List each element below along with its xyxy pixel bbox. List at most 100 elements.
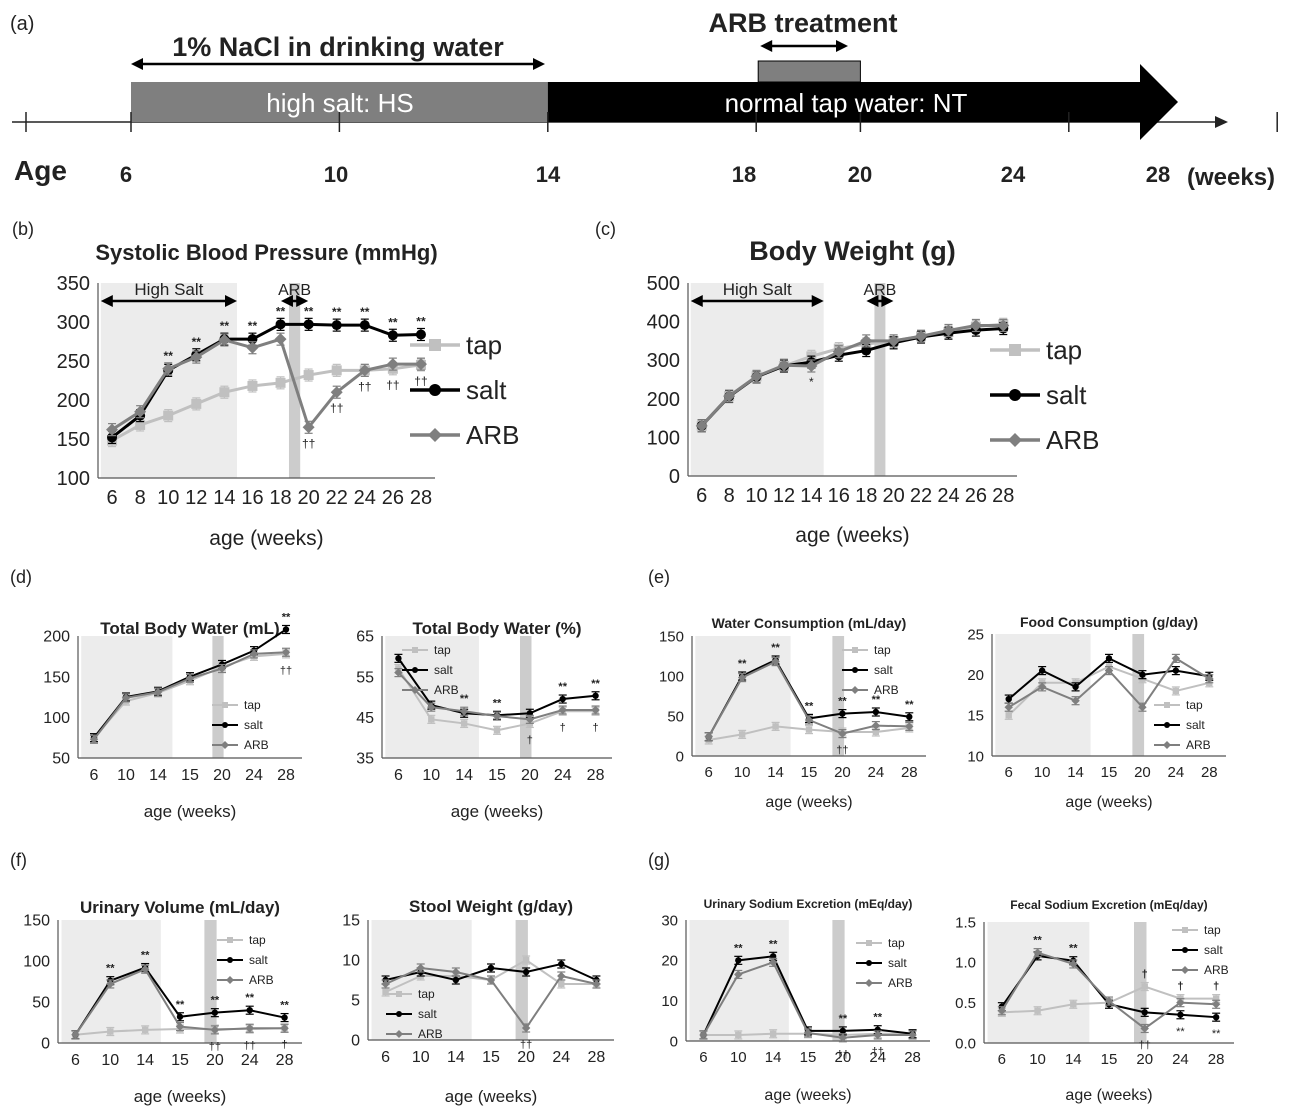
panel-label-a: (a)	[10, 13, 34, 35]
x-tick-label: 14	[1067, 764, 1084, 781]
data-point-arb	[246, 341, 259, 354]
data-point-arb	[1037, 682, 1047, 692]
data-point-arb	[217, 664, 227, 673]
data-point-arb	[695, 419, 708, 432]
data-point-arb	[330, 386, 343, 399]
legend-label-salt: salt	[434, 663, 453, 677]
x-tick-label: 20	[213, 767, 231, 784]
x-tick-label: 28	[1201, 764, 1218, 781]
y-tick-label: 500	[647, 273, 680, 295]
y-tick-label: 100	[23, 954, 50, 971]
data-point-salt	[839, 1027, 847, 1035]
data-point-arb	[1071, 696, 1080, 705]
x-tick-label: 14	[455, 767, 473, 784]
data-point-arb	[1004, 703, 1013, 712]
legend-label-salt: salt	[874, 663, 893, 677]
significance-mark: **	[872, 694, 881, 706]
legend-marker-salt	[866, 960, 872, 966]
chart-title: Food Consumption (g/day)	[1020, 614, 1198, 630]
significance-mark: †	[527, 734, 533, 746]
legend-label-tap: tap	[249, 933, 266, 947]
data-point-arb	[486, 975, 496, 985]
data-point-salt	[558, 960, 565, 968]
data-point-arb	[704, 732, 713, 741]
x-tick-label: 22	[910, 485, 932, 507]
significance-mark: **	[460, 693, 469, 705]
data-point-salt	[872, 708, 880, 716]
data-point-arb	[358, 364, 371, 377]
timeline-panel: (a) 1% NaCl in drinking water ARB treatm…	[10, 8, 1278, 191]
legend-label-ARB: ARB	[466, 420, 519, 450]
arb-period-arrow-left-head	[760, 40, 773, 52]
x-tick-label: 15	[181, 767, 199, 784]
data-point-salt	[275, 319, 286, 330]
x-tick-label: 20	[1136, 1051, 1153, 1068]
legend-marker-tap	[1164, 702, 1170, 708]
significance-mark: **	[360, 305, 370, 319]
legend-label-salt: salt	[244, 718, 263, 732]
data-point-arb	[699, 1030, 708, 1040]
significance-mark: **	[493, 697, 502, 709]
y-tick-label: 150	[23, 913, 50, 930]
data-point-arb	[274, 333, 287, 346]
x-axis-label: age (weeks)	[445, 1087, 538, 1106]
legend-marker-tap	[396, 991, 402, 997]
legend-marker-salt	[222, 722, 228, 728]
chart-e1: (e) Water Consumption (mL/day) 0 50 100 150 6 1…	[648, 567, 926, 811]
data-point-arb	[1033, 948, 1042, 957]
x-tick-label: 8	[724, 485, 735, 507]
data-point-tap	[1141, 983, 1148, 990]
significance-mark: *	[809, 375, 814, 389]
x-tick-label: 14	[136, 1052, 154, 1069]
significance-mark: **	[838, 696, 847, 708]
significance-mark: ††	[209, 1041, 221, 1053]
significance-mark: ††	[358, 379, 371, 393]
arb-note: ARB treatment	[708, 8, 897, 38]
data-point-tap	[522, 956, 530, 964]
x-tick-label: 16	[828, 485, 850, 507]
high-salt-shade	[100, 283, 238, 478]
legend-label-ARB: ARB	[434, 683, 459, 697]
legend-label-ARB: ARB	[418, 1027, 443, 1041]
y-tick-label: 20	[967, 667, 984, 684]
legend-marker-tap	[866, 940, 872, 946]
significance-mark: **	[1176, 1026, 1185, 1038]
legend-marker-arb	[411, 686, 419, 694]
data-point-tap	[738, 731, 746, 738]
x-tick-label: 15	[171, 1052, 189, 1069]
high-salt-arrow-right	[811, 295, 824, 307]
y-tick-label: 150	[43, 669, 70, 686]
data-point-arb	[915, 330, 928, 343]
data-point-arb	[804, 715, 814, 725]
data-point-arb	[134, 405, 147, 418]
data-point-arb	[942, 324, 955, 337]
data-point-arb	[1140, 1024, 1149, 1033]
legend-label-salt: salt	[249, 953, 268, 967]
band-label-high-salt: High Salt	[134, 280, 203, 299]
data-point-tap	[769, 1030, 777, 1037]
data-point-arb	[521, 1023, 531, 1033]
timeline-tick-label: 14	[536, 162, 561, 187]
legend-label-tap: tap	[466, 330, 502, 360]
y-tick-label: 200	[647, 389, 680, 411]
chart-c: (c) Body Weight (g) High Salt ARB 0 100 200 300…	[595, 219, 1099, 547]
high-salt-arrow-left	[690, 295, 703, 307]
data-point-tap	[107, 1028, 114, 1035]
significance-mark: **	[416, 314, 426, 328]
data-point-arb	[381, 979, 390, 989]
data-point-salt	[592, 692, 599, 699]
arb-arrow-right	[296, 295, 309, 307]
data-point-arb	[185, 674, 195, 683]
x-tick-label: 6	[699, 1049, 707, 1066]
data-point-arb	[106, 423, 119, 436]
y-tick-label: 150	[57, 429, 90, 451]
significance-mark: ††	[872, 1046, 884, 1058]
chart-f1: (f) Urinary Volume (mL/day) 0 50 100 150 6 10 14…	[10, 850, 302, 1106]
y-tick-label: 50	[667, 708, 684, 725]
data-point-salt	[281, 1014, 288, 1021]
chart-g2: Fecal Sodium Excretion (mEq/day) 0.0 0.5 1.…	[955, 898, 1234, 1104]
high-salt-shade	[987, 922, 1090, 1043]
data-point-arb	[427, 702, 436, 712]
data-point-arb	[592, 979, 601, 989]
